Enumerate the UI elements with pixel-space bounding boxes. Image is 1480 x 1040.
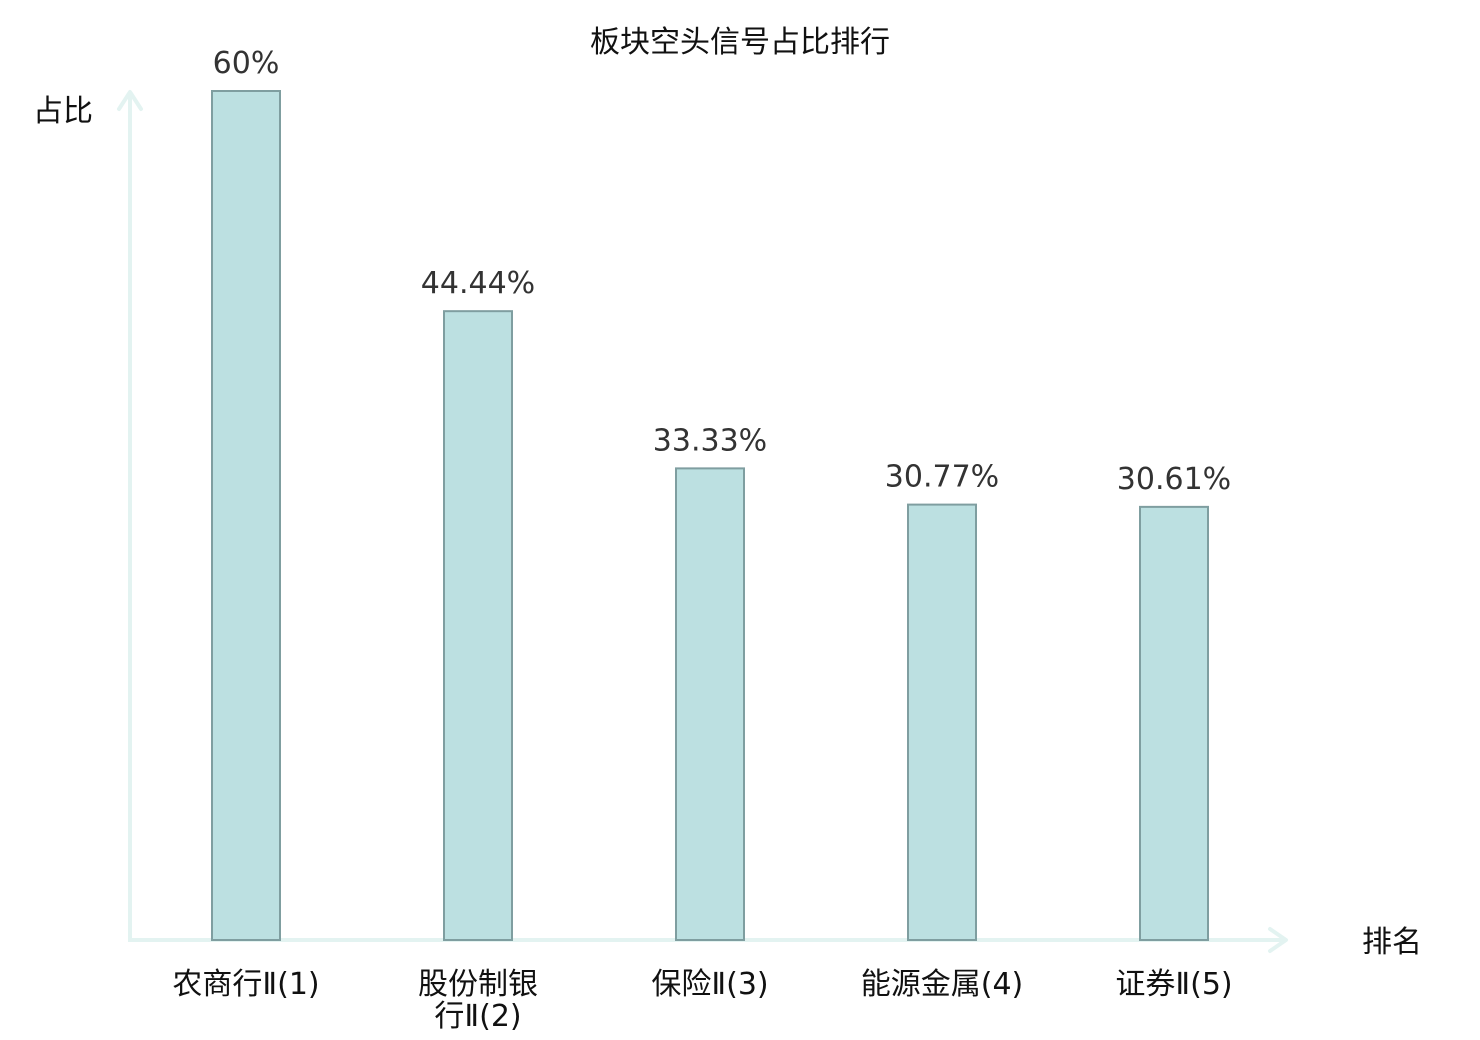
category-label-3: 保险Ⅱ(3)	[651, 967, 768, 1002]
y-axis-label: 占比	[33, 94, 93, 129]
y-axis-arrow-icon	[117, 90, 143, 111]
bar-2	[443, 310, 513, 941]
value-labels-group: 60% 44.44% 33.33% 30.77% 30.61%	[213, 46, 1232, 497]
value-label-3: 33.33%	[653, 423, 767, 458]
bar-3	[675, 467, 745, 941]
category-label-1: 农商行Ⅱ(1)	[172, 967, 319, 1002]
category-label-2-line-1: 股份制银	[418, 967, 538, 1002]
category-label-4: 能源金属(4)	[861, 967, 1024, 1002]
value-label-2: 44.44%	[421, 266, 535, 301]
bars-group	[211, 90, 1209, 941]
x-axis-label: 排名	[1362, 925, 1422, 960]
bar-5	[1139, 505, 1209, 941]
chart-title: 板块空头信号占比排行	[590, 25, 890, 60]
category-label-2-line-2: 行Ⅱ(2)	[434, 999, 521, 1034]
value-label-4: 30.77%	[885, 460, 999, 495]
x-axis-arrow-icon	[1268, 927, 1288, 953]
value-label-5: 30.61%	[1117, 462, 1231, 497]
bar-4	[907, 503, 977, 941]
category-label-5: 证券Ⅱ(5)	[1115, 967, 1232, 1002]
bar-1	[211, 90, 281, 941]
value-label-1: 60%	[213, 46, 280, 81]
